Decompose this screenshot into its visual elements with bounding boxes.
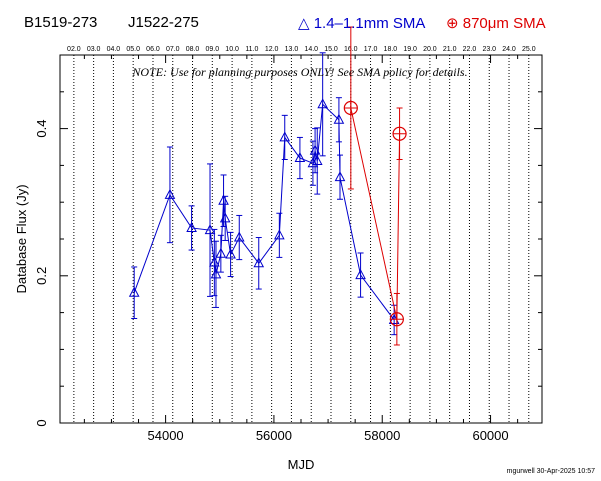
y-tick-label: 0 <box>34 419 49 426</box>
note-text: NOTE: Use for planning purposes ONLY! Se… <box>131 65 467 79</box>
y-tick-label: 0.2 <box>34 267 49 285</box>
top-axis-label: 24.0 <box>502 46 516 53</box>
x-tick-label: 56000 <box>256 428 292 443</box>
data-point <box>128 286 140 297</box>
axis-ticks <box>60 54 542 424</box>
data-point <box>294 151 306 163</box>
data-point <box>343 100 358 116</box>
x-tick-label: 58000 <box>364 428 400 443</box>
top-axis-label: 11.0 <box>245 46 258 53</box>
top-axis-label: 12.0 <box>265 46 279 53</box>
data-series <box>128 26 407 346</box>
source-alt-name: J1522-275 <box>128 14 199 31</box>
top-axis-label: 13.0 <box>285 46 299 53</box>
year-grid <box>73 55 530 423</box>
top-axis-label: 19.0 <box>403 46 417 53</box>
top-axis-label: 02.0 <box>67 46 81 53</box>
data-point <box>253 257 265 268</box>
footer-stamp: mgurwell 30-Apr-2025 10:57 <box>506 468 595 475</box>
top-axis-label: 07.0 <box>166 46 180 53</box>
top-axis-label: 21.0 <box>443 46 457 53</box>
data-point <box>317 98 328 109</box>
data-point <box>355 268 366 280</box>
top-axis-label: 25.0 <box>522 46 536 53</box>
top-axis-label: 03.0 <box>87 46 101 53</box>
data-point <box>392 126 407 141</box>
top-axis-label: 15.0 <box>324 46 338 53</box>
source-name: B1519-273 <box>24 14 98 31</box>
top-axis-label: 04.0 <box>107 46 121 53</box>
data-point <box>389 312 404 327</box>
data-point <box>215 247 227 258</box>
top-axis-label: 10.0 <box>225 46 239 53</box>
data-point <box>164 188 176 199</box>
x-axis-label: MJD <box>288 457 315 472</box>
data-point <box>219 212 231 223</box>
data-point <box>218 194 229 205</box>
data-point <box>333 113 345 124</box>
x-tick-label: 60000 <box>472 428 508 443</box>
data-point <box>210 268 222 279</box>
data-point <box>311 154 323 165</box>
top-axis-label: 09.0 <box>205 46 219 53</box>
y-tick-label: 0.4 <box>34 120 49 138</box>
top-axis-label: 20.0 <box>423 46 437 53</box>
top-axis-label: 23.0 <box>482 46 496 53</box>
top-axis-label: 14.0 <box>304 46 318 53</box>
top-axis-label: 17.0 <box>364 46 378 53</box>
top-axis-label: 06.0 <box>146 46 160 53</box>
y-axis-label: Database Flux (Jy) <box>14 184 29 293</box>
top-axis-label: 22.0 <box>463 46 477 53</box>
legend-blue-series: △ 1.4–1.1mm SMA <box>298 15 426 32</box>
legend-red-series: ⊕ 870μm SMA <box>446 15 546 32</box>
data-point <box>225 248 236 259</box>
data-point <box>274 229 285 240</box>
data-point <box>209 256 220 267</box>
axis-tick-labels: 02.0 03.0 04.0 05.0 06.0 07.0 08.0 09.0 10.0 11.0… <box>34 46 536 443</box>
series-line <box>350 107 401 320</box>
top-axis-label: 08.0 <box>186 46 200 53</box>
data-point <box>233 231 245 242</box>
data-point <box>334 171 346 182</box>
data-point <box>279 131 291 142</box>
top-axis-label: 18.0 <box>384 46 398 53</box>
top-axis-label: 05.0 <box>126 46 140 53</box>
data-point <box>186 221 197 232</box>
x-tick-label: 54000 <box>148 428 184 443</box>
